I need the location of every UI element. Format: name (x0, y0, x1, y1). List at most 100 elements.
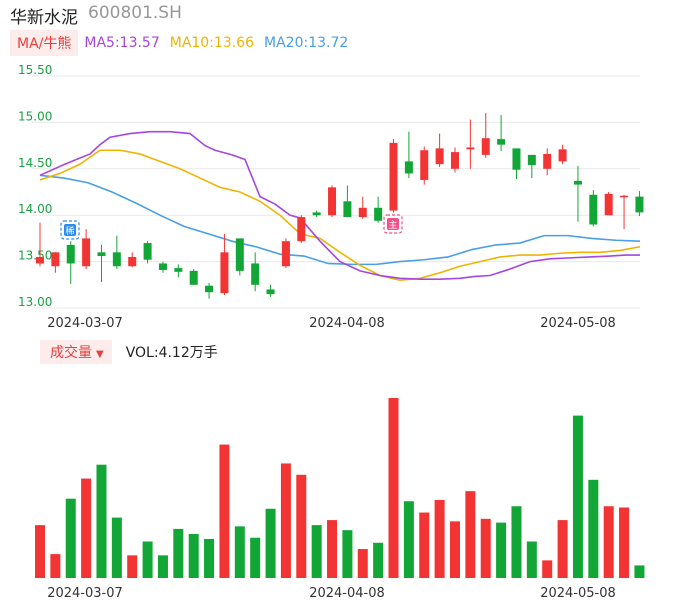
volume-bars (35, 398, 645, 578)
candle-body (420, 150, 429, 180)
candle-body (251, 263, 260, 285)
candle-body (527, 154, 536, 166)
volume-bar (173, 528, 184, 578)
candle-body (573, 180, 582, 185)
candle-body (128, 256, 137, 267)
volume-bar (388, 398, 399, 578)
event-marker-icon[interactable]: 主 (383, 214, 403, 234)
volume-bar (419, 512, 430, 578)
volume-bar (634, 565, 645, 578)
candle-body (112, 252, 121, 267)
volume-bar (572, 415, 583, 578)
volume-bar (449, 521, 460, 578)
y-tick-label: 15.00 (18, 109, 52, 123)
candle-body (389, 142, 398, 211)
y-tick-label: 14.50 (18, 156, 52, 170)
candle-body (281, 241, 290, 267)
price-y-axis: 15.50 15.00 14.50 14.00 13.50 13.00 (18, 63, 52, 309)
candle-body (604, 193, 613, 216)
candle-body (66, 244, 75, 264)
volume-bar (157, 555, 168, 578)
volume-bar (127, 555, 138, 578)
ma5-line (39, 130, 640, 281)
x-tick-label: 2024-03-07 (47, 586, 123, 601)
volume-bar (465, 491, 476, 578)
volume-bar (296, 474, 307, 578)
volume-bar (480, 518, 491, 578)
volume-bar (219, 444, 230, 578)
candle-body (450, 152, 459, 169)
volume-bar (96, 464, 107, 578)
ma-lines (39, 130, 641, 281)
volume-legend: 成交量 ▼ VOL:4.12万手 (40, 340, 218, 364)
x-tick-label: 2024-05-08 (540, 586, 616, 601)
ma-selector-button[interactable]: MA/牛熊 (10, 30, 79, 56)
volume-bar (496, 522, 507, 578)
candle-body (558, 149, 567, 162)
volume-bar (403, 501, 414, 578)
volume-bar (373, 542, 384, 578)
volume-bar (342, 530, 353, 578)
candle-body (497, 139, 506, 145)
event-marker-icon[interactable]: 稀 (60, 220, 80, 240)
volume-selector-label: 成交量 (50, 345, 92, 361)
volume-bar (65, 498, 76, 578)
candle-body (620, 195, 629, 198)
candle-body (343, 201, 352, 218)
volume-bar (557, 520, 568, 578)
candle-body (404, 161, 413, 174)
volume-bar (111, 517, 122, 578)
volume-bar (619, 507, 630, 578)
candle-body (312, 212, 321, 216)
stock-name: 华新水泥 (10, 8, 78, 28)
x-tick-label: 2024-05-08 (540, 316, 616, 331)
candle-body (328, 187, 337, 216)
caret-down-icon: ▼ (96, 349, 104, 360)
candle-body (297, 217, 306, 242)
candle-body (466, 147, 475, 150)
candle-body (435, 148, 444, 165)
candle-body (189, 270, 198, 285)
price-x-axis: 2024-03-07 2024-04-08 2024-05-08 (47, 316, 616, 331)
x-tick-label: 2024-04-08 (309, 316, 385, 331)
candle-body (158, 263, 167, 270)
candle-body (97, 252, 106, 257)
ma10-line (39, 149, 641, 281)
candle-body (374, 207, 383, 221)
candle-body (205, 285, 214, 293)
candle-body (481, 138, 490, 155)
ma10-legend: MA10:13.66 (169, 35, 255, 51)
candle-body (220, 252, 229, 294)
svg-text:主: 主 (388, 219, 397, 231)
candle-body (358, 207, 367, 218)
candle-body (143, 243, 152, 260)
candle-body (235, 238, 244, 271)
volume-value: VOL:4.12万手 (125, 345, 218, 361)
volume-bar (588, 479, 599, 578)
stock-code: 600801.SH (88, 3, 182, 23)
candle-body (51, 252, 60, 267)
volume-bar (265, 508, 276, 578)
volume-selector-button[interactable]: 成交量 ▼ (40, 340, 112, 364)
volume-bar (603, 506, 614, 578)
candle-body (635, 196, 644, 213)
volume-bar (542, 560, 553, 578)
volume-bar (35, 525, 45, 578)
volume-bar (357, 549, 368, 578)
y-tick-label: 14.00 (18, 202, 52, 216)
candle-body (512, 148, 521, 170)
volume-bar (81, 478, 92, 578)
candle-body (82, 238, 91, 267)
ma20-line (39, 174, 641, 266)
candle-body (174, 268, 183, 272)
y-tick-label: 13.00 (18, 295, 52, 309)
candle-body (266, 289, 275, 295)
volume-bar (434, 499, 445, 578)
volume-bar (280, 463, 291, 578)
volume-bar (526, 541, 537, 578)
volume-x-axis: 2024-03-07 2024-04-08 2024-05-08 (47, 586, 616, 601)
candles (36, 113, 644, 299)
volume-bar (188, 533, 199, 578)
candle-body (543, 153, 552, 169)
